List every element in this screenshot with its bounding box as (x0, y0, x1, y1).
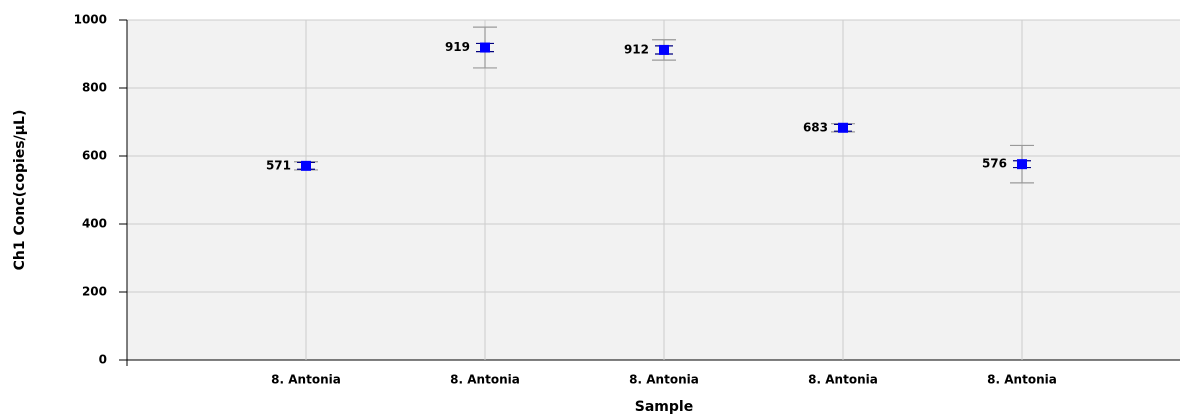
x-axis-label: Sample (635, 399, 693, 415)
plot-area (127, 20, 1180, 360)
point (659, 44, 669, 55)
point (838, 122, 848, 133)
y-tick-label: 600 (82, 149, 107, 163)
point (480, 42, 490, 53)
y-axis-label: Ch1 Conc(copies/µL) (12, 110, 28, 271)
x-tick-label: 8. Antonia (629, 373, 699, 387)
data-label: 576 (982, 157, 1007, 171)
y-tick-label: 800 (82, 81, 107, 95)
data-label: 919 (445, 40, 470, 54)
data-label: 912 (624, 42, 649, 56)
x-tick-label: 8. Antonia (271, 373, 341, 387)
y-tick-label: 1000 (74, 13, 107, 27)
x-tick-label: 8. Antonia (450, 373, 520, 387)
x-tick-label: 8. Antonia (987, 373, 1057, 387)
y-tick-label: 0 (99, 353, 107, 367)
data-label: 683 (803, 120, 828, 134)
point (301, 160, 311, 171)
y-tick-label: 400 (82, 217, 107, 231)
data-label: 571 (266, 158, 291, 172)
y-tick-label: 200 (82, 285, 107, 299)
point (1017, 159, 1027, 170)
x-tick-label: 8. Antonia (808, 373, 878, 387)
